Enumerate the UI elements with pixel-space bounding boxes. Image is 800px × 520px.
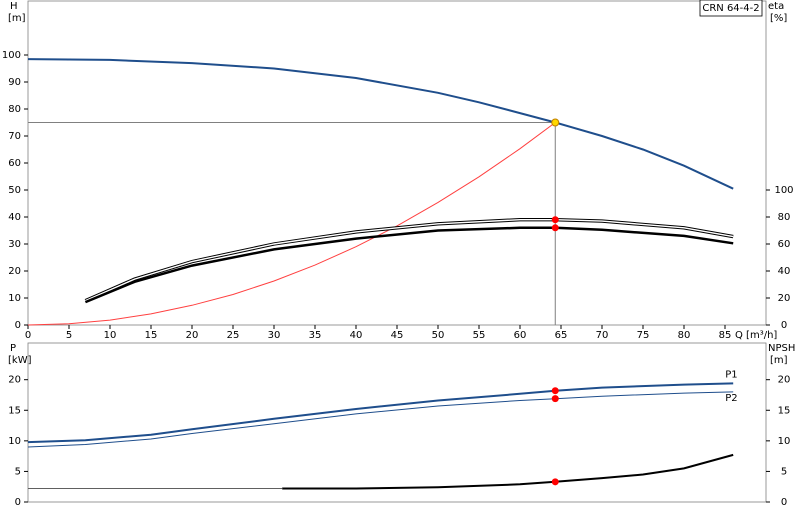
x-tick-label: 75: [637, 330, 650, 341]
series-label: P1: [725, 369, 737, 380]
model-label: CRN 64-4-2: [702, 3, 759, 14]
y-tick-label: 0: [15, 497, 21, 508]
y2-axis-label: eta: [768, 1, 784, 12]
duty-point: [551, 395, 559, 403]
y-tick-label: 30: [8, 239, 21, 250]
y-axis-label: H: [10, 1, 18, 12]
x-tick-label: 55: [473, 330, 486, 341]
duty-point: [551, 478, 559, 486]
y-tick-label: 60: [8, 158, 21, 169]
y2-tick-label: 80: [778, 212, 791, 223]
duty-point: [551, 387, 559, 395]
x-tick-label: 35: [309, 330, 322, 341]
x-tick-label: 60: [514, 330, 527, 341]
x-tick-label: 25: [227, 330, 240, 341]
y-tick-label: 5: [15, 466, 21, 477]
y-tick-label: 80: [8, 104, 21, 115]
y-tick-label: 50: [8, 185, 21, 196]
curve: [84, 226, 734, 304]
x-tick-label: 70: [596, 330, 609, 341]
y-tick-label: 20: [8, 375, 21, 386]
y2-tick-label: 0: [781, 320, 787, 331]
x-tick-label: 5: [66, 330, 72, 341]
y-tick-label: 90: [8, 77, 21, 88]
y2-tick-label: 0: [781, 497, 787, 508]
y-tick-label: 20: [8, 266, 21, 277]
y-tick-label: 100: [2, 50, 21, 61]
x-tick-label: 10: [104, 330, 117, 341]
x-tick-label: 85: [719, 330, 732, 341]
model-box: [699, 0, 763, 17]
series-label: P2: [725, 393, 737, 404]
x-tick-label: 45: [391, 330, 404, 341]
y2-tick-label: 40: [778, 266, 791, 277]
duty-point: [551, 118, 560, 127]
y2-axis-label: NPSH: [768, 343, 795, 354]
y-tick-label: 0: [15, 320, 21, 331]
x-tick-label: 50: [432, 330, 445, 341]
x-tick-label: 65: [555, 330, 568, 341]
x-tick-label: 30: [268, 330, 281, 341]
y2-tick-label: 5: [781, 466, 787, 477]
curve-inner: [85, 218, 734, 302]
x-tick-label: 20: [186, 330, 199, 341]
curve: [27, 58, 734, 190]
curve: [27, 391, 734, 448]
y-tick-label: 40: [8, 212, 21, 223]
x-tick-label: 40: [350, 330, 363, 341]
curve: [282, 453, 734, 490]
x-tick-label: 80: [678, 330, 691, 341]
x-axis-label: Q [m³/h]: [735, 330, 777, 341]
y-tick-label: 10: [8, 293, 21, 304]
y2-tick-label: 60: [778, 239, 791, 250]
duty-point: [551, 216, 559, 224]
curve: [27, 122, 556, 326]
duty-point: [551, 224, 559, 232]
y2-tick-label: 20: [778, 375, 791, 386]
plot-frame: [27, 342, 767, 503]
y2-tick-label: 15: [778, 405, 791, 416]
y-tick-label: 15: [8, 405, 21, 416]
x-tick-label: 15: [145, 330, 158, 341]
curve: [27, 382, 734, 444]
y-tick-label: 70: [8, 131, 21, 142]
y-axis-label: P: [10, 343, 16, 354]
y-tick-label: 10: [8, 436, 21, 447]
y2-axis-unit: [m]: [770, 355, 788, 366]
y2-tick-label: 10: [778, 436, 791, 447]
y-axis-unit: [kW]: [8, 355, 32, 366]
x-tick-label: 0: [25, 330, 31, 341]
y2-tick-label: 100: [774, 185, 793, 196]
y2-tick-label: 20: [778, 293, 791, 304]
y-axis-unit: [m]: [8, 13, 26, 24]
y2-axis-unit: [%]: [770, 13, 787, 24]
